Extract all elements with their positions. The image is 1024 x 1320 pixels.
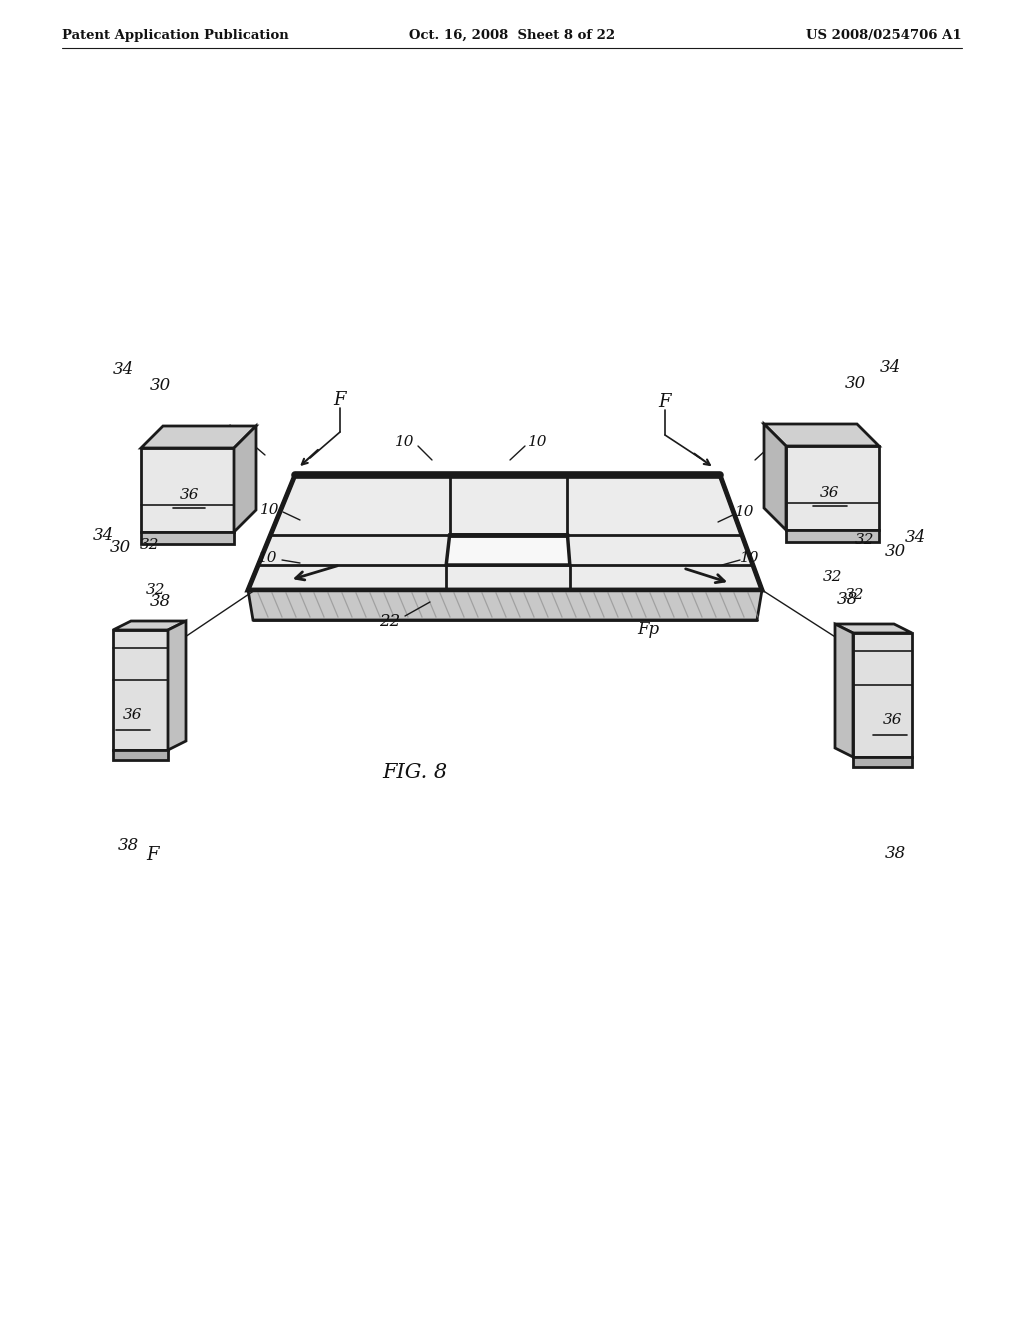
Text: Patent Application Publication: Patent Application Publication	[62, 29, 289, 41]
Text: 32: 32	[845, 587, 864, 602]
Text: 30: 30	[845, 375, 865, 392]
Text: 22: 22	[379, 614, 400, 631]
Text: 36: 36	[180, 488, 200, 502]
Polygon shape	[168, 620, 186, 750]
Polygon shape	[113, 620, 186, 630]
Text: 30: 30	[110, 539, 131, 556]
Polygon shape	[248, 590, 762, 620]
Text: Fp: Fp	[637, 622, 659, 639]
Polygon shape	[248, 475, 762, 590]
Text: 34: 34	[92, 527, 114, 544]
Text: 30: 30	[885, 544, 905, 561]
Polygon shape	[141, 532, 234, 544]
Text: FIG. 8: FIG. 8	[382, 763, 447, 783]
Text: 10: 10	[258, 550, 278, 565]
Text: F: F	[334, 391, 346, 409]
Polygon shape	[234, 426, 256, 532]
Polygon shape	[113, 630, 168, 750]
Polygon shape	[141, 426, 256, 447]
Polygon shape	[835, 624, 912, 634]
Text: 32: 32	[823, 570, 843, 583]
Text: 36: 36	[820, 486, 840, 500]
Polygon shape	[786, 531, 879, 543]
Text: 32: 32	[146, 583, 166, 597]
Text: 36: 36	[123, 708, 142, 722]
Polygon shape	[853, 634, 912, 756]
Polygon shape	[835, 624, 853, 756]
Text: 10: 10	[735, 506, 755, 519]
Polygon shape	[764, 424, 879, 446]
Text: 32: 32	[140, 539, 160, 552]
Text: US 2008/0254706 A1: US 2008/0254706 A1	[806, 29, 962, 41]
Text: 34: 34	[880, 359, 901, 376]
Polygon shape	[786, 446, 879, 531]
Text: 32: 32	[855, 533, 874, 546]
Text: 36: 36	[884, 713, 903, 727]
Polygon shape	[141, 447, 234, 532]
Text: F: F	[146, 846, 160, 865]
Polygon shape	[853, 756, 912, 767]
Text: 38: 38	[885, 845, 905, 862]
Text: 10: 10	[740, 550, 760, 565]
Text: 10: 10	[528, 436, 548, 449]
Text: F: F	[658, 393, 672, 411]
Text: 38: 38	[150, 594, 171, 610]
Text: 34: 34	[113, 362, 133, 379]
Text: 38: 38	[118, 837, 138, 854]
Text: 30: 30	[150, 376, 171, 393]
Text: 38: 38	[837, 591, 858, 609]
Text: 10: 10	[395, 436, 415, 449]
Text: 34: 34	[904, 528, 926, 545]
Text: 10: 10	[260, 503, 280, 517]
Polygon shape	[446, 535, 569, 565]
Text: Oct. 16, 2008  Sheet 8 of 22: Oct. 16, 2008 Sheet 8 of 22	[409, 29, 615, 41]
Polygon shape	[764, 424, 786, 531]
Polygon shape	[113, 750, 168, 760]
